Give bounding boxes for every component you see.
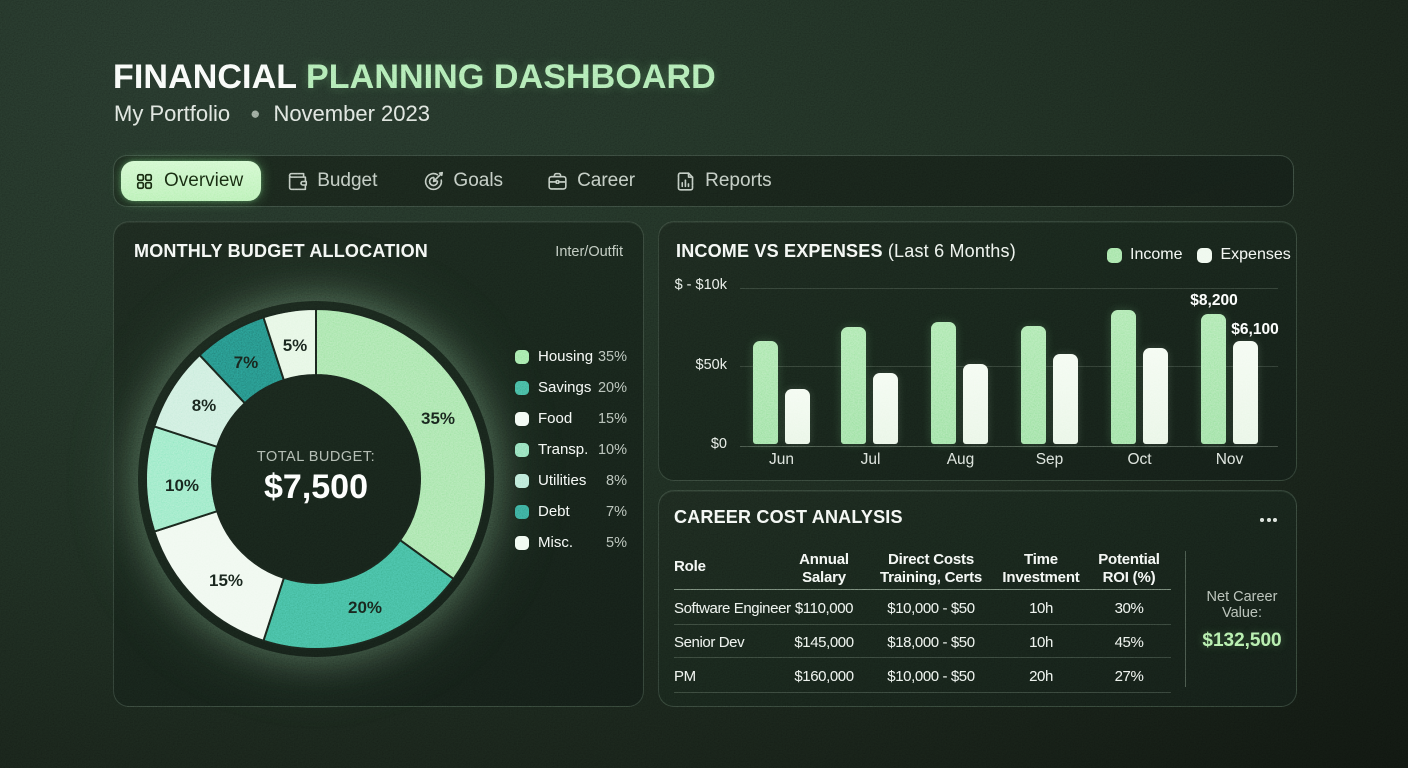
svg-text:15%: 15%: [209, 571, 243, 590]
svg-text:35%: 35%: [421, 409, 455, 428]
svg-text:5%: 5%: [283, 336, 308, 355]
svg-text:7%: 7%: [234, 353, 259, 372]
svg-text:8%: 8%: [192, 396, 217, 415]
svg-text:20%: 20%: [348, 598, 382, 617]
